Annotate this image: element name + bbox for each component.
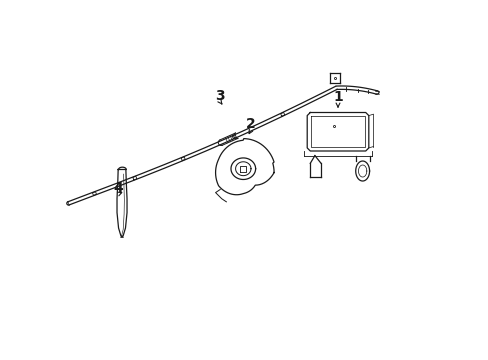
Text: 2: 2	[245, 117, 255, 131]
Text: 4: 4	[113, 181, 122, 195]
Text: 1: 1	[332, 90, 342, 104]
Text: 3: 3	[215, 89, 224, 103]
